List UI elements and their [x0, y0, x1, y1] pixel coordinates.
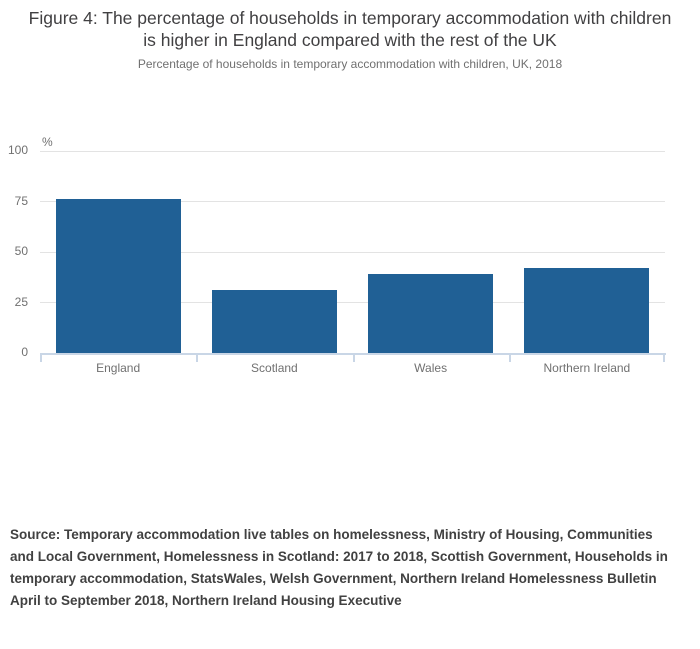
bar-scotland	[211, 290, 337, 353]
x-tick-label-england: England	[96, 361, 141, 375]
x-axis-tick	[196, 355, 199, 362]
gridline-25	[40, 302, 665, 303]
x-axis-tick	[352, 355, 355, 362]
y-tick-label-50: 50	[14, 244, 28, 258]
bar-northern-ireland	[524, 268, 650, 353]
y-axis-unit-label: %	[42, 135, 53, 149]
gridline-75	[40, 201, 665, 202]
x-tick-label-wales: Wales	[414, 361, 448, 375]
figure-title: Figure 4: The percentage of households i…	[28, 8, 672, 50]
bar-wales	[368, 274, 494, 353]
x-axis-tick	[40, 355, 42, 362]
x-tick-label-northern-ireland: Northern Ireland	[543, 361, 631, 375]
y-tick-label-0: 0	[21, 345, 28, 359]
x-tick-label-scotland: Scotland	[251, 361, 298, 375]
bar-england	[55, 199, 181, 353]
y-tick-label-25: 25	[14, 294, 28, 309]
figure-subtitle: Percentage of households in temporary ac…	[137, 57, 563, 71]
plot-area	[40, 150, 665, 353]
y-tick-label-100: 100	[7, 143, 28, 157]
source-note: Source: Temporary accommodation live tab…	[10, 526, 668, 608]
x-axis-tick	[508, 355, 511, 362]
y-tick-label-75: 75	[14, 193, 28, 208]
x-axis-line	[40, 353, 666, 362]
gridline-100	[40, 150, 665, 152]
x-axis-tick	[663, 355, 665, 362]
bar-chart: % 0 25 50 75 100 England Scotland Wales Norther…	[0, 135, 700, 385]
gridline-50	[40, 251, 665, 253]
